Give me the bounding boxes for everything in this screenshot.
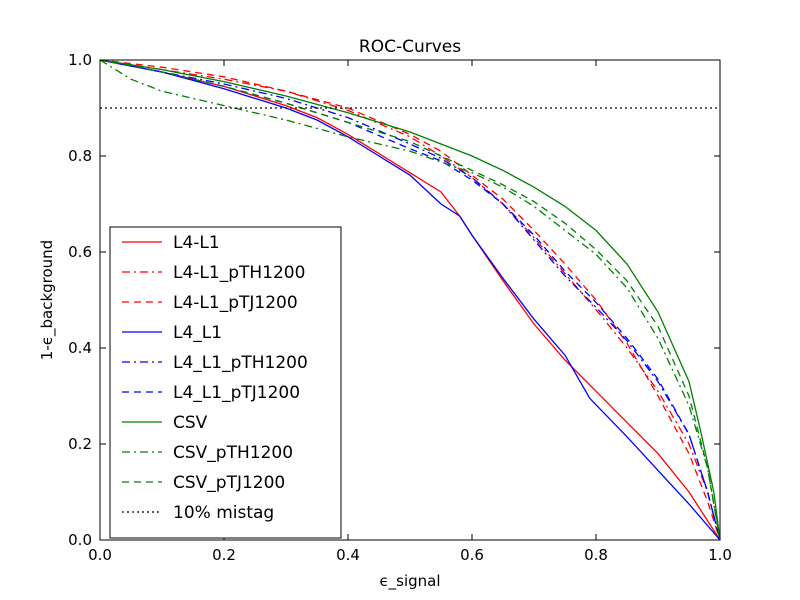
series-line-6 [99, 59, 721, 541]
legend-label: L4_L1_pTJ1200 [173, 383, 300, 403]
y-tick-label: 0.6 [68, 243, 92, 261]
legend-label: CSV_pTJ1200 [173, 473, 285, 493]
legend-label: L4-L1_pTH1200 [173, 263, 305, 283]
x-tick-label: 0.4 [336, 546, 360, 564]
axis-ticks: 0.0 0.2 0.4 0.6 0.8 1.0 0.0 0.2 0.4 0.6 0.8 1.0 [68, 51, 732, 564]
legend-label: L4-L1_pTJ1200 [173, 293, 298, 313]
y-tick-label: 0.8 [68, 147, 92, 165]
x-axis-label: ϵ_signal [379, 572, 440, 591]
legend-label: 10% mistag [173, 503, 274, 523]
legend-label: L4_L1 [173, 323, 222, 343]
plot-lines [99, 59, 721, 541]
y-tick-label: 0.2 [68, 435, 92, 453]
legend-label: L4-L1 [173, 233, 220, 253]
chart-title: ROC-Curves [359, 37, 461, 57]
legend-box [109, 226, 342, 539]
y-tick-label: 1.0 [68, 51, 92, 69]
y-tick-label: 0.4 [68, 339, 92, 357]
plot-frame [99, 59, 721, 541]
x-tick-label: 0.2 [212, 546, 236, 564]
series-line-8 [99, 59, 721, 541]
x-tick-label: 1.0 [708, 546, 732, 564]
series-line-2 [99, 59, 721, 541]
legend: L4-L1 L4-L1_pTH1200 L4-L1_pTJ1200 L4_L1 L4_L… [109, 226, 342, 539]
x-tick-label: 0.0 [88, 546, 112, 564]
y-tick-label: 0.0 [68, 531, 92, 549]
series-line-3 [99, 59, 721, 541]
legend-label: CSV [173, 413, 208, 433]
x-tick-label: 0.8 [584, 546, 608, 564]
series-line-7 [99, 59, 721, 541]
x-tick-label: 0.6 [460, 546, 484, 564]
y-axis-label: 1-ϵ_background [38, 240, 57, 360]
legend-label: CSV_pTH1200 [173, 443, 293, 463]
legend-label: L4_L1_pTH1200 [173, 353, 308, 373]
